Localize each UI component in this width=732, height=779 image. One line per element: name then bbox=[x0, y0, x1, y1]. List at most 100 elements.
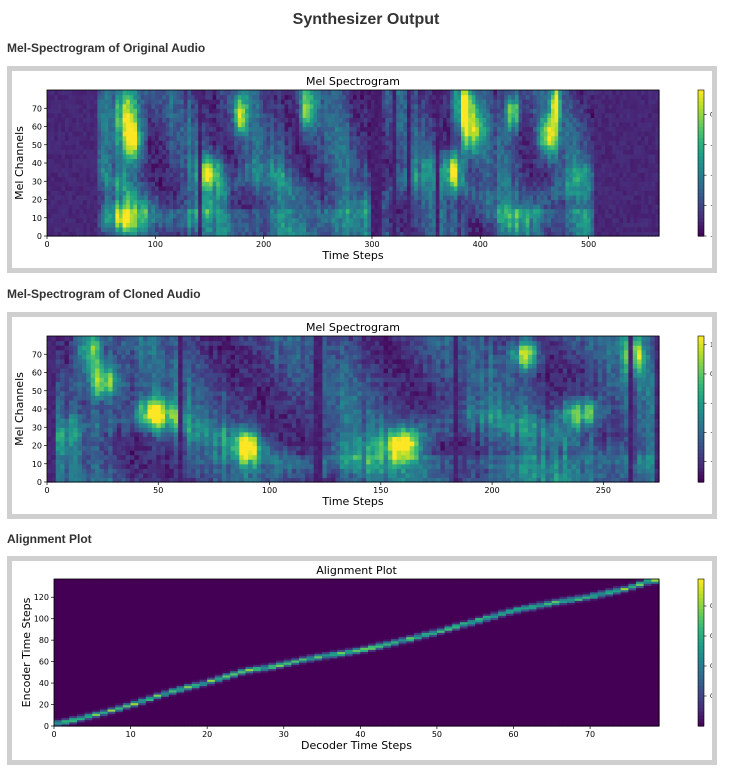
heatmap-cell bbox=[263, 103, 268, 109]
heatmap-cell bbox=[93, 190, 98, 196]
heatmap-cell bbox=[108, 144, 113, 150]
heatmap-cell bbox=[479, 204, 484, 210]
heatmap-cell bbox=[396, 222, 401, 228]
heatmap-cell bbox=[450, 181, 455, 187]
heatmap-cell bbox=[565, 217, 570, 223]
heatmap-cell bbox=[565, 163, 570, 169]
heatmap-cell bbox=[529, 222, 534, 228]
heatmap-cell bbox=[338, 185, 343, 191]
heatmap-cell bbox=[403, 131, 408, 137]
heatmap-cell bbox=[479, 99, 484, 105]
heatmap-cell bbox=[587, 231, 592, 237]
heatmap-cell bbox=[356, 121, 361, 128]
heatmap-cell bbox=[180, 194, 185, 201]
heatmap-cell bbox=[392, 213, 397, 219]
heatmap-cell bbox=[259, 204, 264, 210]
heatmap-cell bbox=[565, 140, 570, 146]
heatmap-cell bbox=[122, 185, 127, 191]
heatmap-cell bbox=[518, 108, 523, 114]
heatmap-cell bbox=[299, 181, 304, 187]
heatmap-cell bbox=[392, 140, 397, 146]
heatmap-cell bbox=[464, 112, 469, 118]
heatmap-cell bbox=[302, 94, 307, 100]
heatmap-cell bbox=[367, 90, 372, 96]
heatmap-cell bbox=[266, 167, 271, 173]
heatmap-cell bbox=[306, 217, 311, 223]
heatmap-cell bbox=[342, 204, 347, 210]
heatmap-cell bbox=[158, 153, 163, 160]
heatmap-cell bbox=[183, 135, 188, 141]
heatmap-cell bbox=[309, 181, 314, 187]
heatmap-cell bbox=[209, 163, 214, 169]
heatmap-cell bbox=[529, 158, 534, 164]
heatmap-cell bbox=[176, 149, 181, 155]
heatmap-cell bbox=[435, 185, 440, 191]
heatmap-cell bbox=[572, 176, 577, 182]
heatmap-cell bbox=[133, 131, 138, 137]
heatmap-cell bbox=[587, 222, 592, 228]
heatmap-cell bbox=[367, 126, 372, 132]
heatmap-cell bbox=[147, 153, 152, 160]
heatmap-cell bbox=[342, 231, 347, 237]
heatmap-cell bbox=[345, 231, 350, 237]
heatmap-cell bbox=[525, 185, 530, 191]
heatmap-cell bbox=[554, 213, 559, 219]
heatmap-cell bbox=[363, 194, 368, 201]
heatmap-cell bbox=[529, 213, 534, 219]
heatmap-cell bbox=[345, 131, 350, 137]
heatmap-cell bbox=[432, 158, 437, 164]
heatmap-cell bbox=[597, 144, 602, 150]
heatmap-cell bbox=[162, 231, 167, 237]
heatmap-cell bbox=[313, 90, 318, 96]
heatmap-cell bbox=[165, 176, 170, 182]
heatmap-cell bbox=[439, 222, 444, 228]
heatmap-cell bbox=[457, 190, 462, 196]
heatmap-cell bbox=[414, 135, 419, 141]
heatmap-cell bbox=[194, 131, 199, 137]
heatmap-cell bbox=[421, 140, 426, 146]
heatmap-cell bbox=[536, 208, 541, 214]
heatmap-cell bbox=[525, 126, 530, 132]
heatmap-cell bbox=[374, 204, 379, 210]
heatmap-cell bbox=[68, 121, 73, 128]
heatmap-cell bbox=[259, 121, 264, 128]
heatmap-cell bbox=[421, 176, 426, 182]
heatmap-cell bbox=[273, 199, 278, 205]
heatmap-cell bbox=[540, 135, 545, 141]
heatmap-cell bbox=[417, 213, 422, 219]
heatmap-cell bbox=[227, 213, 232, 219]
heatmap-cell bbox=[464, 213, 469, 219]
heatmap-cell bbox=[572, 194, 577, 201]
heatmap-cell bbox=[403, 208, 408, 214]
heatmap-cell bbox=[93, 194, 98, 201]
heatmap-cell bbox=[255, 163, 260, 169]
heatmap-cell bbox=[471, 172, 476, 178]
heatmap-cell bbox=[223, 199, 228, 205]
heatmap-cell bbox=[288, 199, 293, 205]
heatmap-cell bbox=[403, 217, 408, 223]
heatmap-cell bbox=[367, 217, 372, 223]
heatmap-cell bbox=[295, 194, 300, 201]
heatmap-cell bbox=[374, 90, 379, 96]
heatmap-cell bbox=[432, 208, 437, 214]
heatmap-cell bbox=[515, 149, 520, 155]
heatmap-cell bbox=[605, 222, 610, 228]
heatmap-cell bbox=[205, 158, 210, 164]
heatmap-cell bbox=[122, 99, 127, 105]
heatmap-cell bbox=[363, 163, 368, 169]
heatmap-cell bbox=[299, 199, 304, 205]
heatmap-cell bbox=[101, 103, 106, 109]
heatmap-cell bbox=[180, 149, 185, 155]
heatmap-cell bbox=[79, 135, 84, 141]
heatmap-cell bbox=[558, 149, 563, 155]
heatmap-cell bbox=[165, 172, 170, 178]
heatmap-cell bbox=[428, 135, 433, 141]
heatmap-cell bbox=[86, 144, 91, 150]
heatmap-cell bbox=[594, 172, 599, 178]
heatmap-cell bbox=[435, 176, 440, 182]
heatmap-cell bbox=[479, 112, 484, 118]
heatmap-cell bbox=[302, 199, 307, 205]
heatmap-cell bbox=[407, 108, 412, 114]
heatmap-cell bbox=[507, 199, 512, 205]
heatmap-cell bbox=[223, 144, 228, 150]
